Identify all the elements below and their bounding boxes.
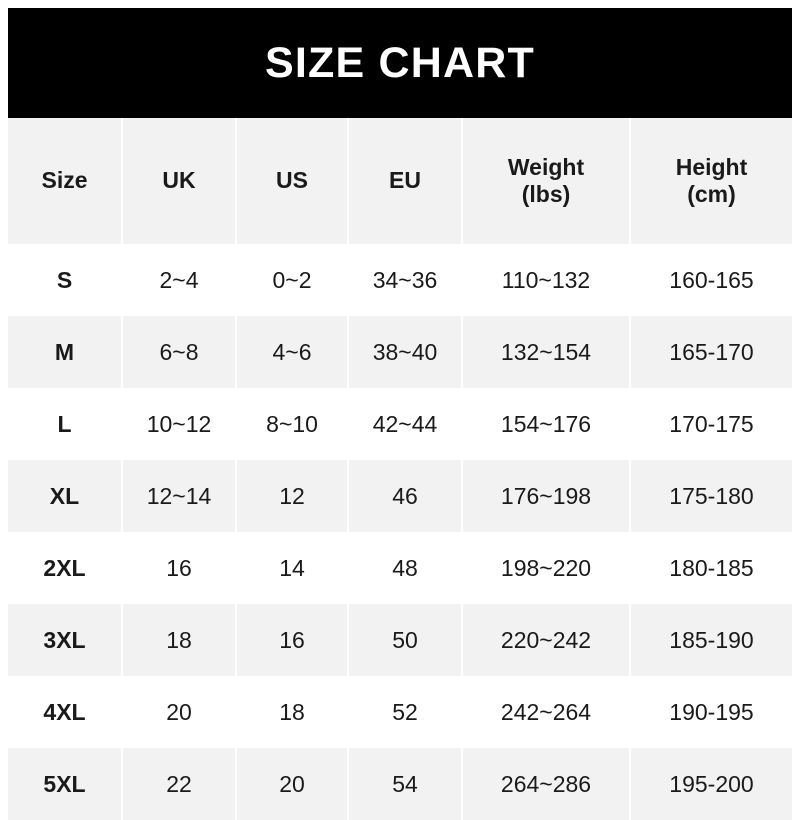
cell-eu: 42~44 — [348, 388, 463, 460]
column-header-weight-line1: Weight — [507, 153, 585, 180]
cell-us: 20 — [236, 748, 349, 820]
table-row: S 2~4 0~2 34~36 110~132 160-165 — [8, 244, 792, 316]
size-chart-page: SIZE CHART Size UK US EU Weight (lbs) He… — [8, 8, 792, 820]
table-row: L 10~12 8~10 42~44 154~176 170-175 — [8, 388, 792, 460]
cell-size: 3XL — [8, 604, 123, 676]
cell-size: 5XL — [8, 748, 123, 820]
cell-us: 14 — [236, 532, 349, 604]
cell-weight: 220~242 — [462, 604, 631, 676]
cell-weight: 176~198 — [462, 460, 631, 532]
cell-weight: 242~264 — [462, 676, 631, 748]
cell-height: 175-180 — [630, 460, 792, 532]
cell-height: 180-185 — [630, 532, 792, 604]
cell-eu: 50 — [348, 604, 463, 676]
cell-eu: 46 — [348, 460, 463, 532]
cell-size: 4XL — [8, 676, 123, 748]
cell-uk: 22 — [122, 748, 237, 820]
column-header-weight-line2: (lbs) — [521, 181, 571, 207]
cell-size: L — [8, 388, 123, 460]
cell-us: 12 — [236, 460, 349, 532]
cell-size: XL — [8, 460, 123, 532]
table-body: S 2~4 0~2 34~36 110~132 160-165 M 6~8 4~… — [8, 244, 792, 820]
cell-weight: 264~286 — [462, 748, 631, 820]
column-header-height-line2: (cm) — [687, 181, 736, 207]
column-header-size: Size — [8, 118, 123, 244]
cell-height: 190-195 — [630, 676, 792, 748]
column-header-height: Height (cm) — [630, 118, 792, 244]
cell-uk: 18 — [122, 604, 237, 676]
cell-us: 8~10 — [236, 388, 349, 460]
cell-uk: 16 — [122, 532, 237, 604]
cell-uk: 6~8 — [122, 316, 237, 388]
cell-height: 195-200 — [630, 748, 792, 820]
cell-eu: 38~40 — [348, 316, 463, 388]
cell-height: 170-175 — [630, 388, 792, 460]
table-row: 2XL 16 14 48 198~220 180-185 — [8, 532, 792, 604]
table-row: 4XL 20 18 52 242~264 190-195 — [8, 676, 792, 748]
cell-weight: 132~154 — [462, 316, 631, 388]
size-chart-table: Size UK US EU Weight (lbs) Height (cm) S… — [8, 118, 792, 820]
cell-weight: 154~176 — [462, 388, 631, 460]
cell-eu: 48 — [348, 532, 463, 604]
cell-eu: 54 — [348, 748, 463, 820]
cell-eu: 34~36 — [348, 244, 463, 316]
cell-size: M — [8, 316, 123, 388]
cell-uk: 10~12 — [122, 388, 237, 460]
cell-uk: 12~14 — [122, 460, 237, 532]
cell-uk: 20 — [122, 676, 237, 748]
cell-us: 4~6 — [236, 316, 349, 388]
header-row: Size UK US EU Weight (lbs) Height (cm) — [8, 118, 792, 244]
cell-us: 0~2 — [236, 244, 349, 316]
cell-size: S — [8, 244, 123, 316]
table-header: Size UK US EU Weight (lbs) Height (cm) — [8, 118, 792, 244]
cell-us: 16 — [236, 604, 349, 676]
column-header-eu: EU — [348, 118, 463, 244]
cell-weight: 198~220 — [462, 532, 631, 604]
page-title: SIZE CHART — [265, 38, 535, 87]
cell-eu: 52 — [348, 676, 463, 748]
title-banner: SIZE CHART — [8, 8, 792, 118]
cell-uk: 2~4 — [122, 244, 237, 316]
column-header-uk: UK — [122, 118, 237, 244]
table-row: M 6~8 4~6 38~40 132~154 165-170 — [8, 316, 792, 388]
table-row: 5XL 22 20 54 264~286 195-200 — [8, 748, 792, 820]
table-row: 3XL 18 16 50 220~242 185-190 — [8, 604, 792, 676]
column-header-weight: Weight (lbs) — [462, 118, 631, 244]
cell-height: 160-165 — [630, 244, 792, 316]
cell-height: 185-190 — [630, 604, 792, 676]
cell-height: 165-170 — [630, 316, 792, 388]
table-row: XL 12~14 12 46 176~198 175-180 — [8, 460, 792, 532]
cell-us: 18 — [236, 676, 349, 748]
cell-weight: 110~132 — [462, 244, 631, 316]
column-header-height-line1: Height — [675, 153, 748, 180]
column-header-us: US — [236, 118, 349, 244]
cell-size: 2XL — [8, 532, 123, 604]
